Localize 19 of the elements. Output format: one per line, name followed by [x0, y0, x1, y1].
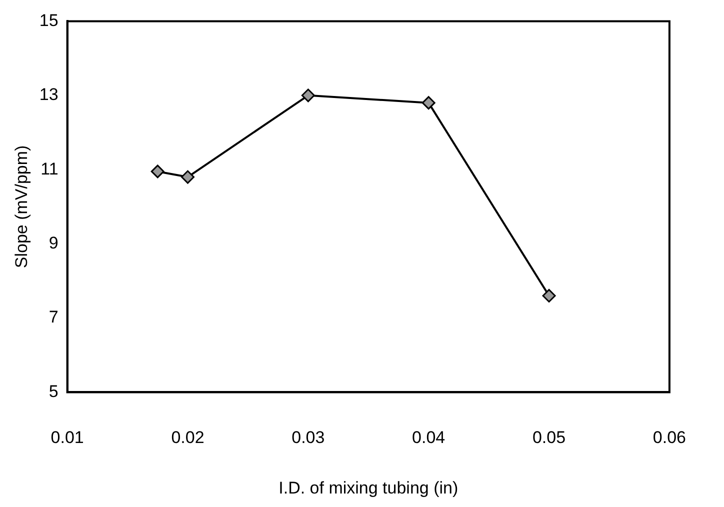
point: [422, 96, 436, 110]
point: [542, 288, 556, 302]
x-tick-label: 0.02: [171, 428, 204, 448]
y-tick-label: 13: [39, 85, 58, 104]
y-tick-label: 9: [48, 233, 58, 252]
y-tick-label: 15: [39, 10, 58, 30]
y-tick-label: 7: [48, 308, 58, 327]
x-tick-label: 0.03: [292, 428, 325, 448]
point: [180, 170, 194, 184]
x-tick-label: 0.04: [412, 428, 446, 448]
point: [301, 88, 315, 102]
point: [150, 164, 164, 178]
x-axis-title: I.D. of mixing tubing (in): [278, 478, 458, 498]
x-tick-label: 0.06: [652, 428, 686, 448]
x-tick-label: 0.05: [532, 428, 566, 448]
y-tick-label: 11: [40, 159, 58, 178]
y-axis-title: Slope (mV/ppm): [12, 145, 31, 268]
y-tick-label: 5: [48, 382, 58, 401]
x-tick-label: 0.01: [50, 428, 84, 448]
